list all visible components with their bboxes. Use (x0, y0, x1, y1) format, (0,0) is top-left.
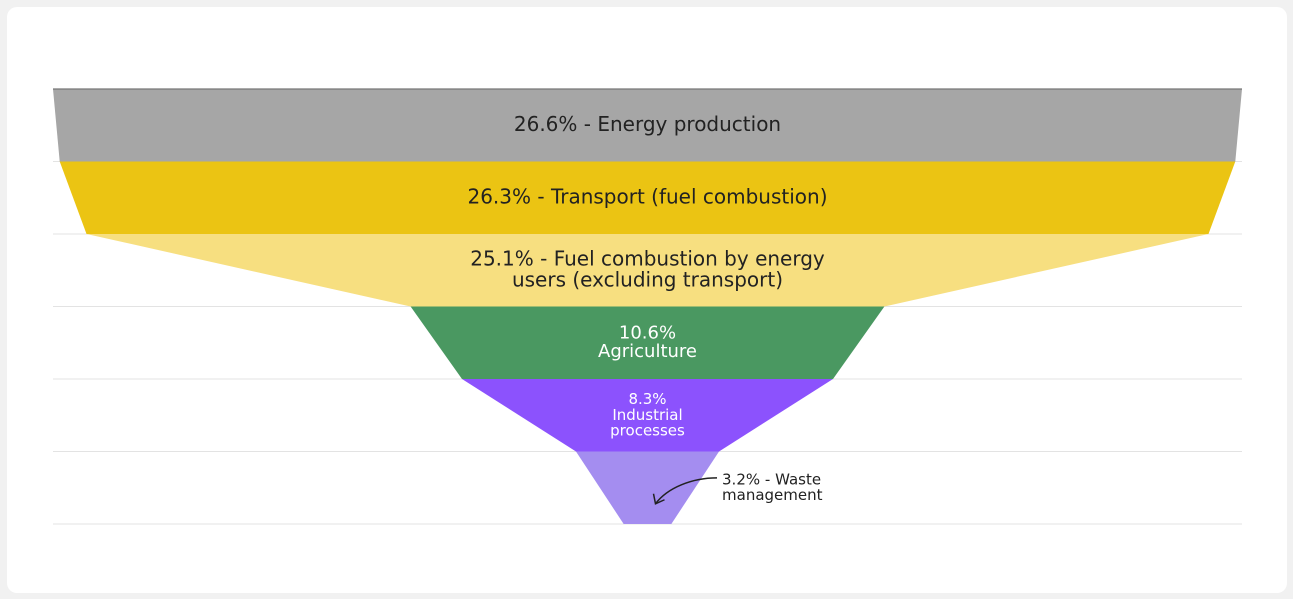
label-arrow (654, 477, 718, 505)
funnel-segment (575, 451, 720, 524)
segment-label: 3.2% - Waste (722, 470, 821, 488)
funnel-segment (410, 306, 885, 379)
funnel-segment (59, 161, 1236, 234)
segment-label: processes (610, 422, 685, 440)
segment-label: users (excluding transport) (512, 267, 783, 291)
segment-label: 26.3% - Transport (fuel combustion) (467, 184, 827, 208)
segment-label: 26.6% - Energy production (514, 112, 781, 136)
segment-label: 25.1% - Fuel combustion by energy (470, 246, 825, 270)
label-arrowhead (652, 493, 665, 505)
funnel-segment (86, 234, 1209, 307)
funnel-segment (461, 379, 834, 452)
segment-label: Agriculture (598, 341, 697, 362)
funnel-segment (53, 89, 1242, 162)
segment-label: management (722, 486, 823, 504)
segment-label: Industrial (612, 406, 682, 424)
segment-label: 8.3% (628, 390, 666, 408)
segment-label: 10.6% (619, 322, 676, 343)
